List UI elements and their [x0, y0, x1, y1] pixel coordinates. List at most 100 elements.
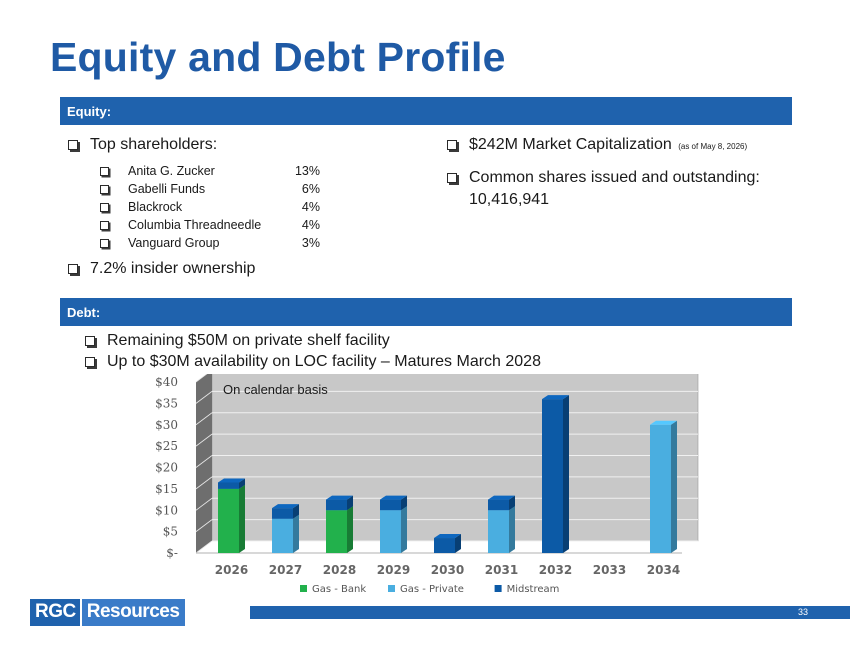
- checkbox-bullet-icon: [85, 357, 95, 367]
- bar-side: [347, 506, 353, 553]
- bar-gas-private: [272, 518, 293, 553]
- gridline-depth: [195, 433, 213, 447]
- holder-name: Columbia Threadneedle: [128, 218, 262, 232]
- bar-gas-private: [488, 510, 509, 553]
- shareholders-list: Anita G. Zucker 13% Gabelli Funds 6% Bla…: [100, 162, 320, 252]
- x-tick-label: 2034: [647, 563, 680, 577]
- bar-top: [218, 478, 245, 483]
- debt-bullet-text: Up to $30M availability on LOC facility …: [107, 353, 541, 370]
- bar-side: [509, 495, 515, 511]
- market-cap: $242M Market Capitalization: [469, 136, 672, 153]
- bar-side: [455, 534, 461, 553]
- y-tick-label: $10: [155, 503, 178, 517]
- bar-top: [542, 395, 569, 400]
- list-item: Gabelli Funds 6%: [100, 180, 320, 198]
- market-cap-bullet: $242M Market Capitalization (as of May 8…: [447, 136, 747, 154]
- insider-ownership: 7.2% insider ownership: [90, 260, 256, 277]
- bar-midstream: [488, 499, 509, 511]
- gridline-depth: [195, 391, 213, 404]
- bar-midstream: [380, 499, 401, 511]
- gridline-depth: [195, 374, 208, 383]
- chart-svg: $- $5 $10 $15 $20 $25 $30 $35 $40 2026 2027 2028 202…: [155, 374, 699, 595]
- holder-pct: 4%: [301, 218, 320, 232]
- gridline-depth: [195, 519, 213, 532]
- holder-pct: 13%: [294, 164, 320, 178]
- logo-text-right: Resources: [81, 599, 186, 626]
- bar-top: [326, 495, 353, 500]
- x-tick-label: 2033: [593, 563, 626, 577]
- bar-side: [401, 506, 407, 553]
- bar-midstream: [272, 508, 293, 519]
- bar-side: [293, 514, 299, 553]
- bar-side: [239, 484, 245, 553]
- gridline-depth: [195, 476, 213, 490]
- shares-bullet: Common shares issued and outstanding: 10…: [447, 167, 760, 211]
- checkbox-bullet-icon: [100, 220, 109, 230]
- gridline-depth: [195, 455, 213, 468]
- x-tick-label: 2032: [539, 563, 572, 577]
- bar-midstream: [434, 538, 455, 553]
- chart-annotation: On calendar basis: [223, 382, 328, 397]
- holder-name: Blackrock: [128, 200, 183, 214]
- list-item: Anita G. Zucker 13%: [100, 162, 320, 180]
- y-tick-label: $25: [155, 439, 178, 453]
- gridline-depth: [195, 412, 213, 426]
- bar-top: [650, 420, 677, 425]
- checkbox-bullet-icon: [100, 238, 109, 248]
- insider-bullet: 7.2% insider ownership: [68, 260, 255, 278]
- bar-gas-private: [650, 424, 671, 553]
- bar-top: [488, 495, 515, 500]
- x-tick-label: 2028: [323, 563, 356, 577]
- holder-pct: 3%: [301, 236, 320, 250]
- x-tick-label: 2027: [269, 563, 302, 577]
- bar-gas-private: [380, 510, 401, 553]
- x-tick-label: 2030: [431, 563, 464, 577]
- y-tick-label: $35: [155, 396, 178, 410]
- bar-side: [563, 395, 569, 553]
- bar-side: [671, 420, 677, 553]
- bar-top: [272, 504, 299, 509]
- holder-name: Gabelli Funds: [128, 182, 206, 196]
- x-tick-label: 2029: [377, 563, 410, 577]
- legend-swatch: [300, 585, 307, 592]
- y-tick-label: $30: [155, 418, 178, 432]
- bar-midstream: [326, 499, 347, 511]
- list-item: Blackrock 4%: [100, 198, 320, 216]
- logo-text-left: RGC: [30, 599, 80, 626]
- holder-pct: 4%: [301, 200, 320, 214]
- bar-gas-bank: [326, 510, 347, 553]
- holder-name: Vanguard Group: [128, 236, 220, 250]
- bar-side: [509, 506, 515, 553]
- bar-top: [380, 495, 407, 500]
- debt-bullet: Up to $30M availability on LOC facility …: [85, 353, 541, 371]
- y-tick-label: $20: [155, 461, 178, 475]
- y-tick-label: $15: [155, 482, 178, 496]
- page-title: Equity and Debt Profile: [50, 34, 506, 80]
- footer-bar: [250, 606, 850, 619]
- checkbox-bullet-icon: [68, 264, 78, 274]
- chart-side-wall: [196, 374, 212, 553]
- bar-gas-bank: [218, 488, 239, 553]
- x-tick-label: 2026: [215, 563, 248, 577]
- debt-bullet: Remaining $50M on private shelf facility: [85, 332, 390, 350]
- list-item: Vanguard Group 3%: [100, 234, 320, 252]
- page-number: 33: [797, 607, 808, 617]
- shares-value: 10,416,941: [469, 191, 550, 208]
- bar-side: [293, 504, 299, 519]
- bar-side: [401, 495, 407, 511]
- bar-side: [347, 495, 353, 511]
- checkbox-bullet-icon: [85, 336, 95, 346]
- checkbox-bullet-icon: [68, 140, 78, 150]
- list-item: Columbia Threadneedle 4%: [100, 216, 320, 234]
- checkbox-bullet-icon: [447, 140, 457, 150]
- gridline-depth: [195, 497, 213, 511]
- legend-label: Gas - Bank: [312, 584, 366, 595]
- debt-maturity-chart: $- $5 $10 $15 $20 $25 $30 $35 $40 2026 2027 2028 202…: [140, 374, 700, 604]
- checkbox-bullet-icon: [100, 166, 109, 176]
- holder-name: Anita G. Zucker: [128, 164, 215, 178]
- bar-midstream: [218, 482, 239, 489]
- legend-swatch: [494, 585, 502, 592]
- market-cap-note: (as of May 8, 2026): [678, 142, 748, 151]
- shares-label: Common shares issued and outstanding:: [469, 169, 760, 186]
- gridline-depth: [195, 540, 213, 554]
